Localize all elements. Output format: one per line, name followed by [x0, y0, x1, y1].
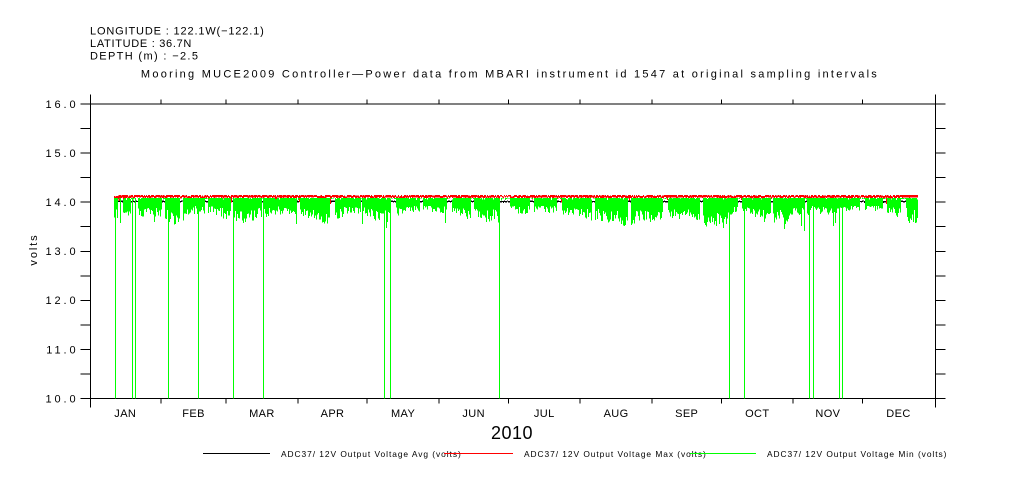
svg-text:OCT: OCT — [745, 408, 769, 420]
svg-text:MAY: MAY — [391, 408, 415, 420]
svg-text:AUG: AUG — [604, 408, 629, 420]
svg-text:JUN: JUN — [462, 408, 485, 420]
svg-text:JAN: JAN — [114, 408, 136, 420]
svg-text:APR: APR — [321, 408, 345, 420]
svg-text:DEC: DEC — [886, 408, 910, 420]
svg-text:15.0: 15.0 — [45, 148, 78, 160]
svg-text:ADC37/ 12V Output Voltage Max: ADC37/ 12V Output Voltage Max (volts) — [524, 449, 707, 459]
svg-text:SEP: SEP — [675, 408, 698, 420]
svg-text:14.0: 14.0 — [45, 197, 78, 209]
svg-text:13.0: 13.0 — [45, 246, 78, 258]
svg-text:LONGITUDE : 122.1W(−122.1): LONGITUDE : 122.1W(−122.1) — [90, 25, 265, 37]
svg-text:ADC37/ 12V Output Voltage Min: ADC37/ 12V Output Voltage Min (volts) — [767, 449, 947, 459]
svg-text:LATITUDE : 36.7N: LATITUDE : 36.7N — [90, 38, 192, 50]
svg-text:volts: volts — [28, 233, 40, 265]
svg-text:FEB: FEB — [182, 408, 205, 420]
svg-text:2010: 2010 — [491, 423, 533, 443]
svg-text:10.0: 10.0 — [45, 393, 78, 405]
svg-text:12.0: 12.0 — [45, 295, 78, 307]
svg-text:11.0: 11.0 — [46, 344, 78, 356]
svg-text:Mooring MUCE2009 Controller—Po: Mooring MUCE2009 Controller—Power data f… — [141, 69, 879, 81]
svg-text:ADC37/ 12V Output Voltage Avg: ADC37/ 12V Output Voltage Avg (volts) — [281, 449, 462, 459]
svg-text:JUL: JUL — [534, 408, 555, 420]
svg-text:MAR: MAR — [249, 408, 275, 420]
svg-text:16.0: 16.0 — [45, 99, 78, 111]
svg-text:DEPTH (m) : −2.5: DEPTH (m) : −2.5 — [90, 51, 199, 63]
svg-text:NOV: NOV — [815, 408, 840, 420]
